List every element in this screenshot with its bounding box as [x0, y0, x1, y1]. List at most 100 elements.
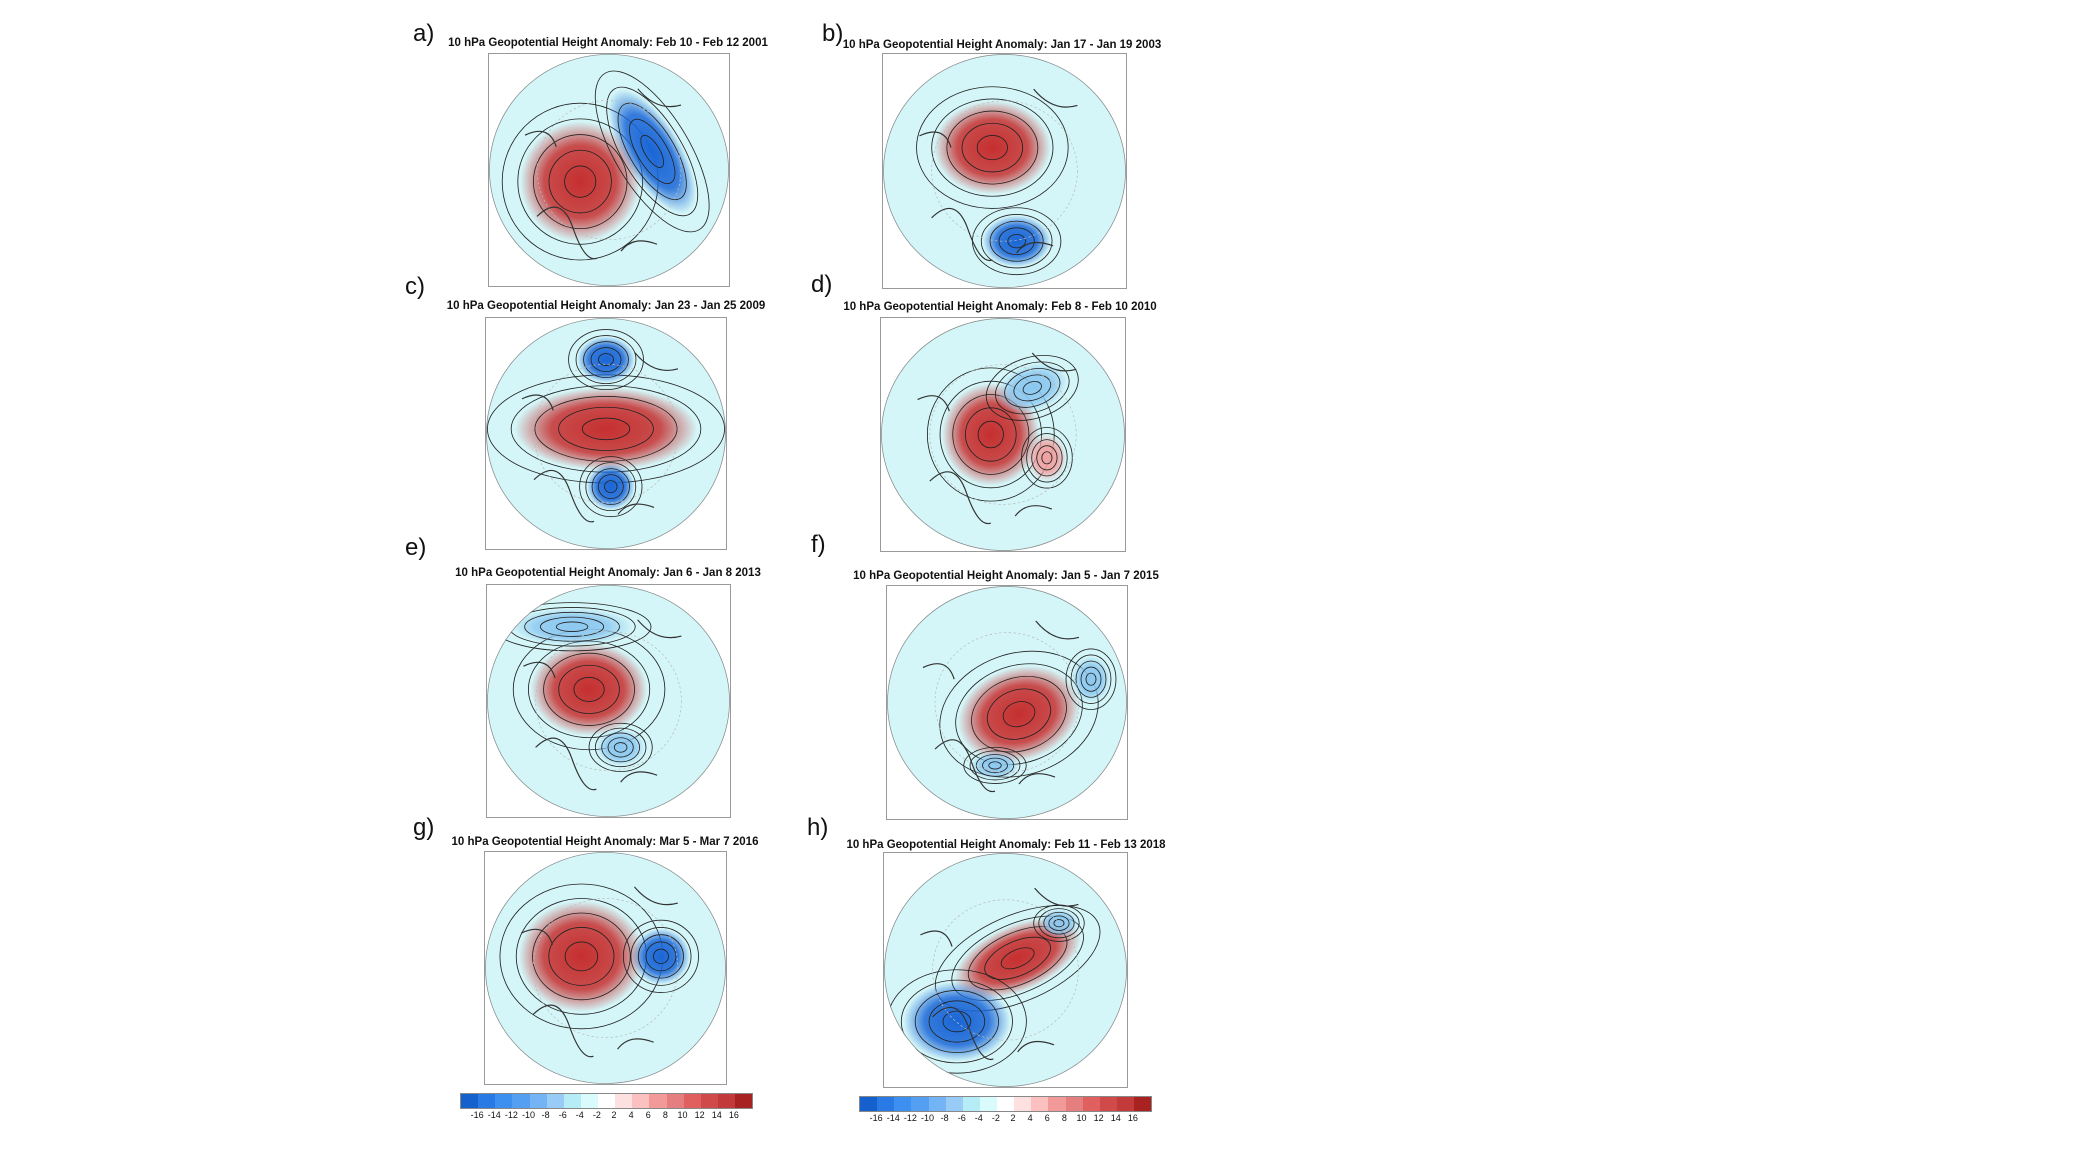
contour-line	[931, 98, 1054, 197]
colorbar-swatch	[1099, 1097, 1117, 1111]
anomaly-region	[1071, 655, 1111, 703]
contour-line	[900, 979, 1013, 1064]
contour-line	[988, 761, 1002, 770]
panel-title: 10 hPa Geopotential Height Anomaly: Feb …	[843, 301, 1157, 313]
contour-line	[961, 122, 1024, 173]
polar-map	[488, 53, 730, 287]
latitude-circle	[929, 364, 1077, 505]
panel-title: 10 hPa Geopotential Height Anomaly: Jan …	[853, 570, 1159, 582]
coastlines	[520, 886, 678, 1058]
colorbar-swatch	[1014, 1097, 1032, 1111]
contour-line	[573, 676, 605, 702]
colorbar-swatch	[700, 1094, 718, 1108]
contour-line	[640, 134, 665, 168]
contour-line	[594, 727, 647, 768]
contour-line	[583, 341, 629, 379]
contour-line	[995, 361, 1070, 415]
contour-line	[604, 480, 618, 494]
anomaly-region	[982, 215, 1051, 267]
contour-line	[532, 912, 631, 1001]
contour-line	[564, 165, 597, 198]
contour-line	[606, 86, 699, 217]
contour-line	[952, 394, 1030, 475]
anomaly-region	[511, 608, 633, 646]
colorbar-tick-label: -12	[504, 1110, 518, 1120]
colorbar-tick-label: 8	[1061, 1113, 1067, 1123]
panel-title: 10 hPa Geopotential Height Anomaly: Mar …	[451, 836, 759, 848]
contour-line	[998, 227, 1035, 255]
contour-line	[1036, 445, 1058, 471]
colorbar-tick-label: -16	[869, 1113, 883, 1123]
latitude-circle	[931, 100, 1078, 242]
polar-map	[883, 852, 1128, 1088]
anomaly-region	[608, 89, 696, 214]
colorbar-tick-label: -4	[575, 1110, 584, 1120]
colorbar-swatch	[1134, 1097, 1152, 1111]
panel-title: 10 hPa Geopotential Height Anomaly: Feb …	[846, 839, 1166, 851]
contour-line	[524, 611, 620, 642]
contour-line	[543, 652, 635, 726]
colorbar-tick-label: 8	[662, 1110, 668, 1120]
contour-line	[1070, 654, 1112, 704]
latitude-circle	[932, 899, 1079, 1041]
colorbar-tick-label: 2	[1010, 1113, 1016, 1123]
coastlines	[521, 352, 679, 523]
colorbar-swatch	[860, 1097, 878, 1111]
colorbar-tick-label: 10	[1076, 1113, 1087, 1123]
contour-line	[1065, 648, 1117, 710]
colorbar-swatch	[1082, 1097, 1100, 1111]
coastlines	[523, 619, 682, 791]
contour-line	[1053, 919, 1065, 928]
contour-line	[926, 367, 1055, 502]
anomaly-region	[1039, 909, 1079, 938]
colorbar-swatch	[461, 1094, 479, 1108]
latitude-circle	[532, 898, 679, 1038]
latitude-circle	[533, 363, 679, 504]
contour-line	[540, 616, 605, 637]
colorbar-tick-label: 4	[628, 1110, 634, 1120]
colorbar-tick-label: 14	[711, 1110, 722, 1120]
contour-line	[982, 757, 1008, 774]
coastlines	[920, 887, 1079, 1061]
latitude-circle	[934, 632, 1080, 773]
contour-line	[914, 990, 1000, 1053]
contour-line	[1080, 666, 1102, 692]
contour-line	[548, 149, 612, 214]
anomaly-region	[996, 362, 1068, 413]
coastlines	[922, 620, 1080, 793]
contour-line	[1041, 451, 1053, 465]
panel-title: 10 hPa Geopotential Height Anomaly: Jan …	[446, 300, 766, 312]
colorbar-swatch	[478, 1094, 496, 1108]
contour-line	[1022, 381, 1042, 395]
panel-title: 10 hPa Geopotential Height Anomaly: Jan …	[842, 39, 1162, 51]
contour-line	[946, 110, 1039, 185]
colorbar-tick-label: -2	[592, 1110, 601, 1120]
colorbar-swatch	[632, 1094, 650, 1108]
contour-line	[607, 737, 634, 758]
panel-label: e)	[405, 534, 427, 561]
colorbar-swatch	[1065, 1097, 1083, 1111]
colorbar-tick-label: 12	[694, 1110, 705, 1120]
colorbar-swatch	[649, 1094, 667, 1108]
colorbar-swatch	[945, 1097, 963, 1111]
polar-map	[484, 851, 727, 1085]
colorbar-tick-label: -16	[470, 1110, 484, 1120]
contour-line	[652, 948, 669, 965]
contour-line	[597, 474, 624, 500]
colorbar-tick-label: -14	[487, 1110, 501, 1120]
anomaly-region	[632, 928, 690, 985]
contour-line	[630, 927, 692, 986]
colorbar-swatch	[563, 1094, 581, 1108]
colorbar-swatch	[911, 1097, 929, 1111]
colorbar-swatch	[529, 1094, 547, 1108]
coastlines	[524, 88, 682, 260]
contour-line	[1048, 915, 1070, 931]
colorbar-swatch	[580, 1094, 598, 1108]
contour-line	[568, 329, 644, 391]
anomaly-region	[934, 100, 1051, 195]
anomaly-region	[903, 981, 1011, 1062]
colorbar-swatch	[615, 1094, 633, 1108]
panel-label: f)	[811, 531, 826, 558]
polar-map	[882, 53, 1127, 289]
polar-map	[486, 584, 731, 818]
